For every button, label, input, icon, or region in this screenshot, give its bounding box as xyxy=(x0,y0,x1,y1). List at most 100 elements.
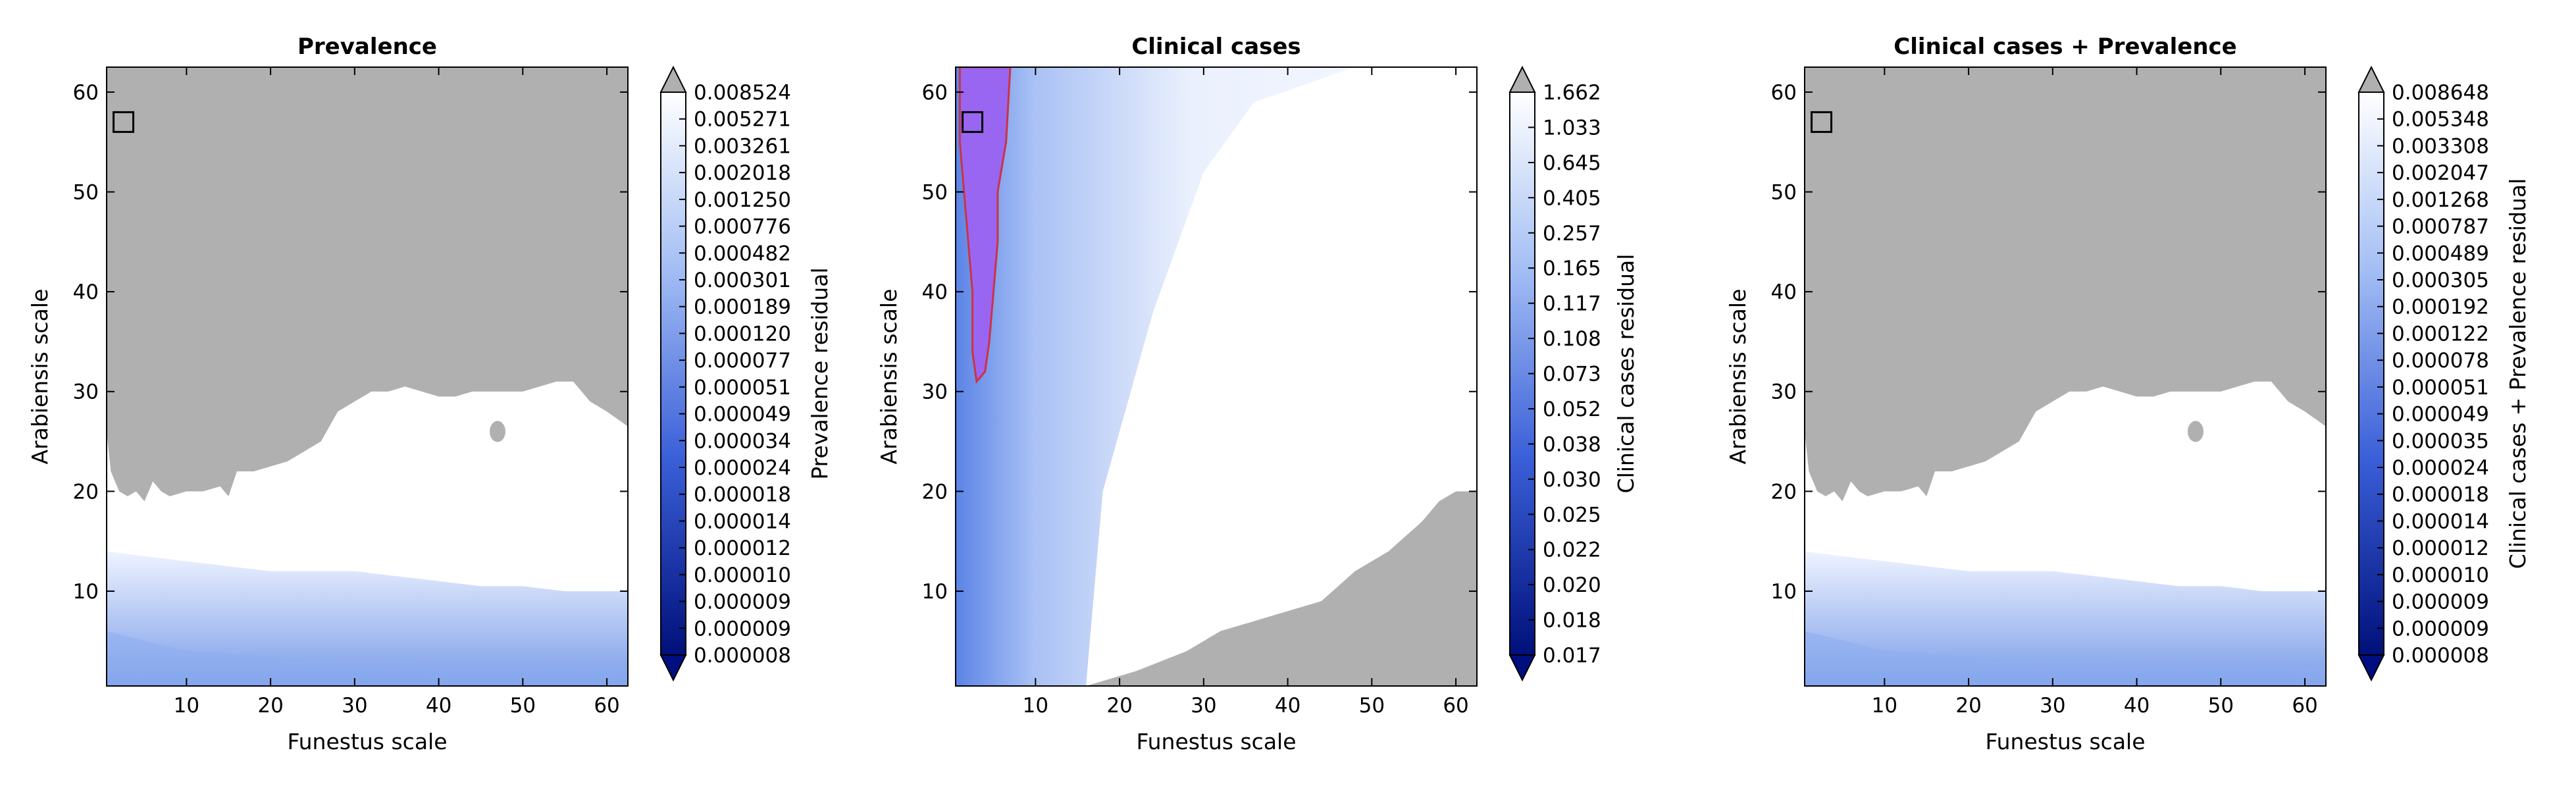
colorbar-tick-label: 0.002018 xyxy=(694,161,791,185)
colorbar-extend-bottom xyxy=(2357,654,2385,682)
y-tick-label: 20 xyxy=(922,480,948,504)
chart-title: Prevalence xyxy=(297,34,437,60)
colorbar-tick-label: 0.000009 xyxy=(694,591,791,614)
y-tick-label: 60 xyxy=(73,81,99,105)
colorbar-tick-label: 0.005348 xyxy=(2392,108,2489,132)
y-tick-label: 50 xyxy=(1771,181,1797,205)
colorbar-tick-label: 0.000034 xyxy=(694,429,791,453)
colorbar-tick-label: 0.000010 xyxy=(694,564,791,587)
gray-blob xyxy=(490,421,505,442)
colorbar-tick-label: 0.018 xyxy=(1543,609,1601,633)
y-tick-label: 40 xyxy=(1771,280,1797,304)
colorbar-tick-label: 0.000049 xyxy=(2392,403,2489,427)
y-tick-label: 50 xyxy=(73,181,99,205)
prevalence-panel: 10 20 30 40 50 60 10 20 30 40 50 60 Prevalence Funest… xyxy=(27,34,833,754)
colorbar-tick-label: 0.000018 xyxy=(694,483,791,507)
x-tick-label: 20 xyxy=(1106,694,1132,718)
blue-residual-region xyxy=(107,551,628,686)
colorbar-tick-label: 0.022 xyxy=(1543,539,1601,562)
marker-square xyxy=(113,111,135,133)
x-tick-label: 30 xyxy=(2040,694,2065,718)
colorbar-extend-top xyxy=(659,65,687,93)
y-tick-label: 40 xyxy=(73,280,99,304)
colorbar xyxy=(2358,92,2384,656)
colorbar-tick-label: 0.025 xyxy=(1543,503,1601,527)
plot-frame xyxy=(955,66,1478,687)
colorbar-label: Prevalence residual xyxy=(807,267,833,479)
x-tick-label: 40 xyxy=(426,694,451,718)
colorbar-tick-label: 0.005271 xyxy=(694,108,791,132)
colorbar-tick-label: 0.000009 xyxy=(694,617,791,641)
y-tick-label: 30 xyxy=(922,381,948,404)
colorbar-tick-label: 0.000014 xyxy=(2392,510,2489,533)
plot-frame xyxy=(106,66,629,687)
x-tick-label: 50 xyxy=(510,694,536,718)
x-axis-label: Funestus scale xyxy=(1136,729,1296,754)
colorbar-tick-label: 0.001268 xyxy=(2392,188,2489,212)
colorbar-tick-label: 0.000489 xyxy=(2392,242,2489,265)
highlight-region xyxy=(958,67,1012,384)
colorbar-tick-label: 0.165 xyxy=(1543,257,1601,280)
colorbar-tick-label: 0.000014 xyxy=(694,510,791,533)
colorbar-label: Clinical cases residual xyxy=(1613,254,1639,494)
colorbar-tick-label: 0.000012 xyxy=(2392,537,2489,560)
x-tick-label: 50 xyxy=(1359,694,1385,718)
colorbar-tick-label: 0.000776 xyxy=(694,215,791,239)
colorbar-tick-label: 0.000122 xyxy=(2392,322,2489,346)
x-tick-label: 50 xyxy=(2208,694,2234,718)
plot-area xyxy=(1805,67,2326,686)
chart-title: Clinical cases xyxy=(1131,34,1301,60)
plot-area xyxy=(956,67,1477,686)
y-tick-label: 60 xyxy=(1771,81,1797,105)
x-tick-label: 30 xyxy=(342,694,367,718)
colorbar-extend-top xyxy=(1508,65,1536,93)
white-residual-region xyxy=(1086,67,1477,686)
y-tick-label: 10 xyxy=(922,580,948,604)
colorbar-tick-label: 0.000008 xyxy=(2392,644,2489,668)
y-tick-label: 10 xyxy=(1771,580,1797,604)
clinical-cases-panel: 10 20 30 40 50 60 10 20 30 40 50 60 Clinical cases Fu… xyxy=(876,34,1639,754)
colorbar-tick-label: 0.000482 xyxy=(694,242,791,265)
y-tick-label: 30 xyxy=(73,381,99,404)
gray-excluded-region xyxy=(1086,491,1477,686)
x-axis-label: Funestus scale xyxy=(1985,729,2145,754)
combined-panel: 10 20 30 40 50 60 10 20 30 40 50 60 Clinical cases +… xyxy=(1725,34,2531,754)
colorbar-tick-label: 0.000192 xyxy=(2392,296,2489,319)
colorbar-tick-label: 0.000305 xyxy=(2392,269,2489,292)
colorbar-label: Clinical cases + Prevalence residual xyxy=(2505,178,2531,569)
colorbar-tick-label: 1.033 xyxy=(1543,116,1601,140)
marker-square xyxy=(1811,111,1833,133)
colorbar-tick-label: 0.017 xyxy=(1543,644,1601,668)
colorbar-tick-label: 0.257 xyxy=(1543,222,1601,246)
colorbar-tick-label: 0.000051 xyxy=(694,376,791,400)
y-axis-label: Arabiensis scale xyxy=(27,289,53,465)
colorbar-tick-label: 1.662 xyxy=(1543,81,1601,105)
colorbar-tick-label: 0.000078 xyxy=(2392,349,2489,373)
x-tick-label: 60 xyxy=(1443,694,1468,718)
colorbar-extend-bottom xyxy=(1508,654,1536,682)
colorbar-tick-label: 0.000024 xyxy=(694,456,791,480)
colorbar-tick-label: 0.073 xyxy=(1543,363,1601,386)
y-tick-label: 10 xyxy=(73,580,99,604)
colorbar-tick-label: 0.030 xyxy=(1543,468,1601,492)
colorbar-tick-label: 0.000009 xyxy=(2392,591,2489,614)
dark-residual-band xyxy=(107,631,628,686)
colorbar-tick-label: 0.003308 xyxy=(2392,134,2489,158)
colorbar-tick-label: 0.008524 xyxy=(694,81,791,105)
colorbar-tick-label: 0.000120 xyxy=(694,322,791,346)
colorbar-tick-label: 0.038 xyxy=(1543,433,1601,456)
colorbar-tick-label: 0.001250 xyxy=(694,188,791,212)
plot-frame xyxy=(1804,66,2327,687)
x-tick-label: 60 xyxy=(2292,694,2317,718)
x-tick-label: 20 xyxy=(1955,694,1981,718)
x-tick-label: 40 xyxy=(1275,694,1301,718)
colorbar-tick-label: 0.000077 xyxy=(694,349,791,373)
colorbar-tick-label: 0.000189 xyxy=(694,296,791,319)
dark-residual-band xyxy=(1805,631,2326,686)
y-tick-label: 50 xyxy=(922,181,948,205)
y-tick-label: 30 xyxy=(1771,381,1797,404)
colorbar-tick-label: 0.000301 xyxy=(694,269,791,292)
blue-residual-region xyxy=(1805,551,2326,686)
colorbar xyxy=(660,92,686,656)
colorbar-tick-label: 0.405 xyxy=(1543,186,1601,210)
